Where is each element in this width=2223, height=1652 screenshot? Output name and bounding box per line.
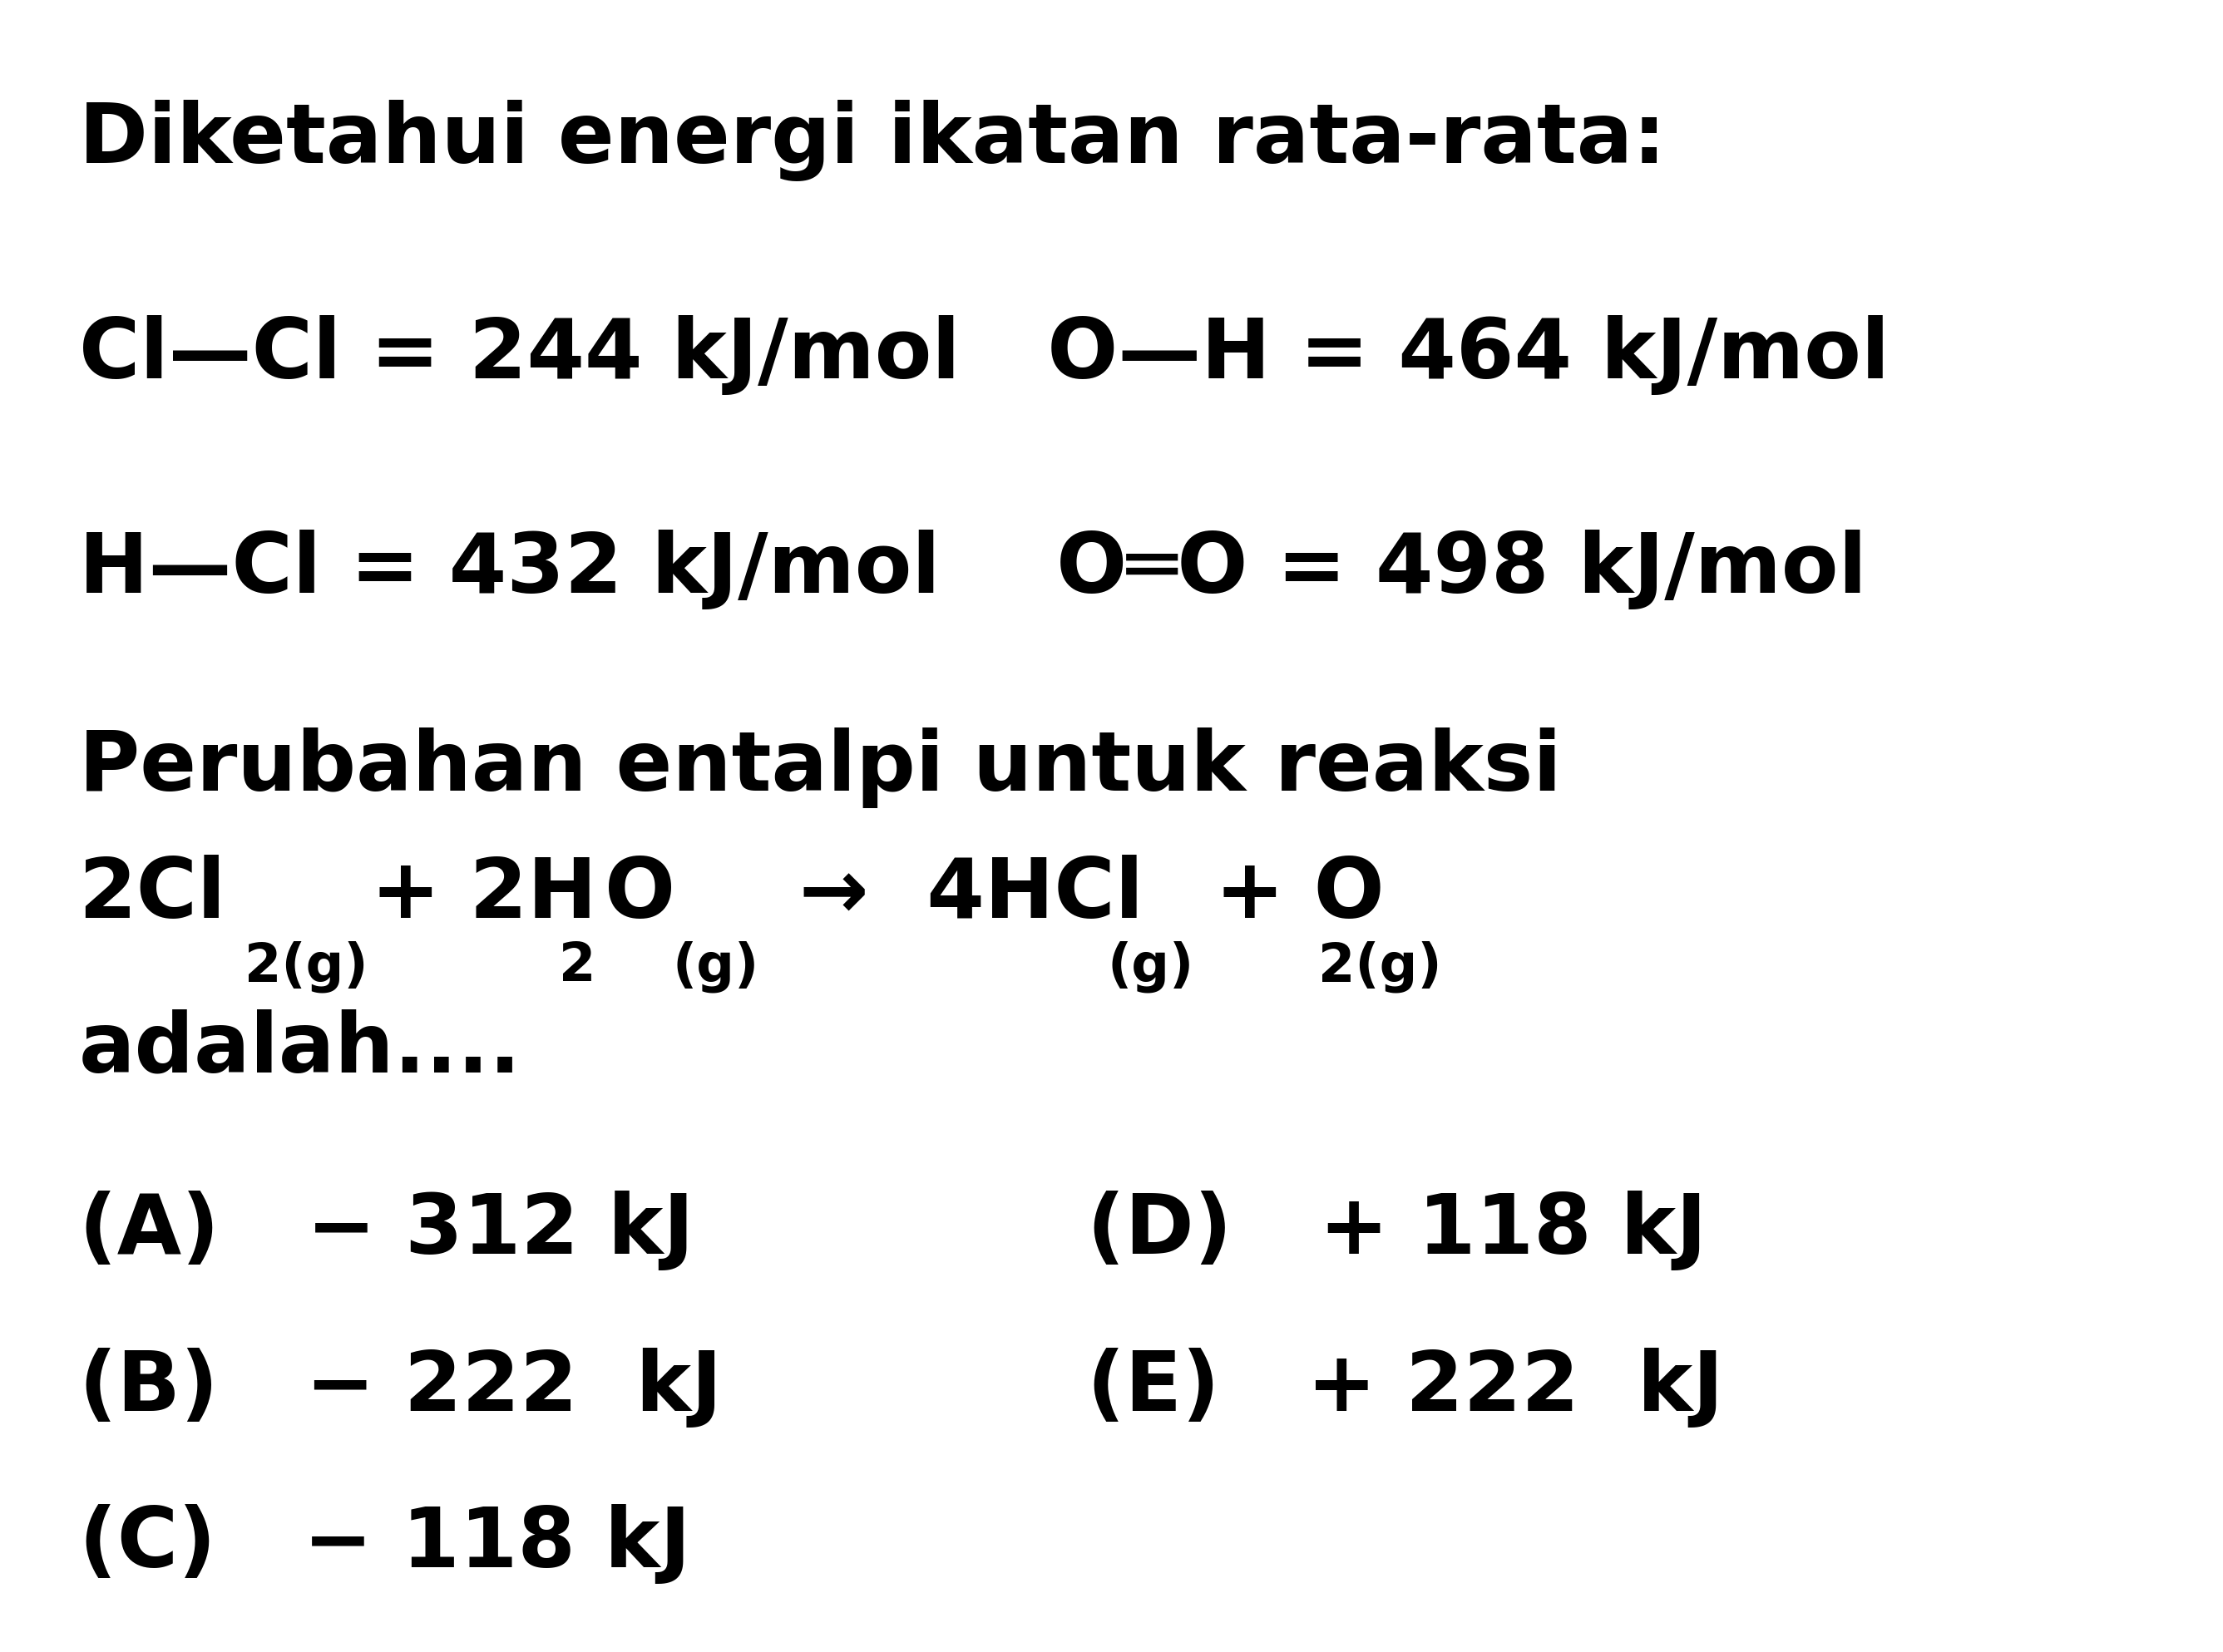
Text: adalah....: adalah....	[78, 1009, 520, 1089]
Text: 2Cl: 2Cl	[78, 856, 227, 935]
Text: Diketahui energi ikatan rata-rata:: Diketahui energi ikatan rata-rata:	[78, 99, 1665, 182]
Text: O: O	[605, 856, 676, 935]
Text: (C)   − 118 kJ: (C) − 118 kJ	[78, 1505, 691, 1584]
Text: (g): (g)	[674, 940, 760, 993]
Text: 2: 2	[558, 940, 596, 993]
Text: (D)   + 118 kJ: (D) + 118 kJ	[1087, 1191, 1707, 1270]
Text: (E)   + 222  kJ: (E) + 222 kJ	[1087, 1348, 1723, 1427]
Text: (g): (g)	[1107, 940, 1194, 993]
Text: 2(g): 2(g)	[245, 940, 367, 993]
Text: H—Cl = 432 kJ/mol    O═O = 498 kJ/mol: H—Cl = 432 kJ/mol O═O = 498 kJ/mol	[78, 530, 1867, 610]
Text: Cl—Cl = 244 kJ/mol   O—H = 464 kJ/mol: Cl—Cl = 244 kJ/mol O—H = 464 kJ/mol	[78, 316, 1890, 395]
Text: 2(g): 2(g)	[1318, 940, 1443, 993]
Text: →  4HCl: → 4HCl	[769, 856, 1143, 935]
Text: + 2H: + 2H	[342, 856, 596, 935]
Text: (A)   − 312 kJ: (A) − 312 kJ	[78, 1191, 694, 1270]
Text: + O: + O	[1185, 856, 1385, 935]
Text: Perubahan entalpi untuk reaksi: Perubahan entalpi untuk reaksi	[78, 729, 1561, 808]
Text: (B)   − 222  kJ: (B) − 222 kJ	[78, 1348, 722, 1427]
